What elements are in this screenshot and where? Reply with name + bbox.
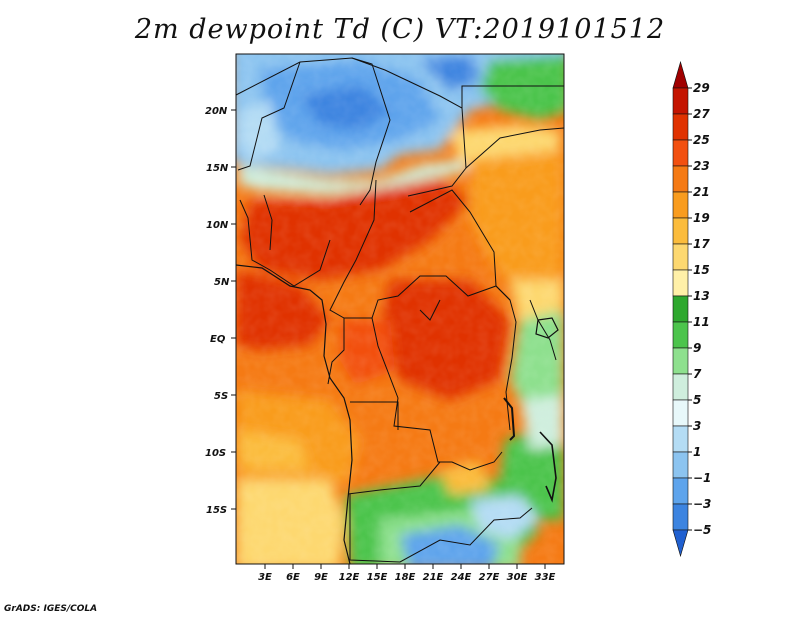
colorbar-segment <box>672 529 689 558</box>
lon-label: 33E <box>535 572 556 583</box>
lat-label: 10S <box>205 448 226 459</box>
colorbar-label: −3 <box>693 497 711 511</box>
colorbar-label: 13 <box>693 289 710 303</box>
colorbar-segment <box>672 165 689 193</box>
lat-label: 20N <box>205 106 228 117</box>
country-borders <box>236 57 564 563</box>
lake-tanganyika <box>503 397 516 441</box>
lon-label: 9E <box>314 572 328 583</box>
lon-label: 6E <box>286 572 300 583</box>
colorbar-segment <box>672 295 689 323</box>
lat-label: 5S <box>214 391 228 402</box>
colorbar-label: 21 <box>693 185 710 199</box>
lat-label: 15S <box>206 505 227 516</box>
colorbar-segment <box>672 191 689 219</box>
colorbar-label: 17 <box>693 237 710 251</box>
colorbar-label: 3 <box>693 419 701 433</box>
colorbar-segment <box>672 347 689 375</box>
lon-label: 24E <box>451 572 472 583</box>
lake-victoria <box>535 317 559 339</box>
colorbar-label: 15 <box>693 263 710 277</box>
colorbar-labels: 29 27 25 23 21 19 17 15 13 11 9 7 5 3 1 −1 −3 −5 <box>688 81 711 537</box>
lat-label: EQ <box>210 334 226 345</box>
colorbar-segment <box>672 477 689 505</box>
lon-label: 3E <box>258 572 272 583</box>
colorbar-label: 19 <box>693 211 710 225</box>
colorbar-segment <box>672 373 689 401</box>
colorbar-label: −1 <box>693 471 711 485</box>
colorbar-label: 1 <box>693 445 701 459</box>
lat-label: 5N <box>214 277 230 288</box>
coastline <box>236 264 353 564</box>
colorbar-label: −5 <box>693 523 711 537</box>
lon-label: 30E <box>507 572 528 583</box>
colorbar-segment <box>672 321 689 349</box>
colorbar-segment <box>672 113 689 141</box>
lon-label: 18E <box>395 572 416 583</box>
lon-label: 21E <box>423 572 444 583</box>
map-frame <box>235 53 565 565</box>
map-title: 2m dewpoint Td (C) VT:2019101512 <box>134 14 666 45</box>
colorbar-label: 9 <box>693 341 701 355</box>
grads-credit: GrADS: IGES/COLA <box>4 604 98 614</box>
colorbar-segment <box>672 269 689 297</box>
colorbar-label: 25 <box>693 133 710 147</box>
colorbar-segment <box>672 243 689 271</box>
colorbar-segments <box>672 60 689 558</box>
colorbar-segment <box>672 425 689 453</box>
colorbar-segment <box>672 451 689 479</box>
colorbar-label: 27 <box>693 107 710 121</box>
colorbar-label: 29 <box>693 81 710 95</box>
dewpoint-field <box>236 54 564 564</box>
colorbar-segment <box>672 217 689 245</box>
colorbar-label: 23 <box>693 159 710 173</box>
lon-label: 27E <box>479 572 500 583</box>
colorbar-segment <box>672 60 689 89</box>
colorbar-label: 11 <box>693 315 710 329</box>
colorbar-segment <box>672 399 689 427</box>
lat-label: 15N <box>206 163 229 174</box>
colorbar-label: 7 <box>693 367 702 381</box>
colorbar-segment <box>672 139 689 167</box>
latitude-axis: 20N 15N 10N 5N EQ 5S 10S 15S <box>205 106 236 516</box>
longitude-axis: 3E 6E 9E 12E 15E 18E 21E 24E 27E 30E 33E <box>258 564 556 583</box>
lake-malawi <box>539 431 557 503</box>
colorbar-segment <box>672 87 689 115</box>
colorbar-segment <box>672 503 689 531</box>
lat-label: 10N <box>206 220 229 231</box>
lon-label: 12E <box>339 572 360 583</box>
lon-label: 15E <box>367 572 388 583</box>
colorbar-label: 5 <box>693 393 701 407</box>
